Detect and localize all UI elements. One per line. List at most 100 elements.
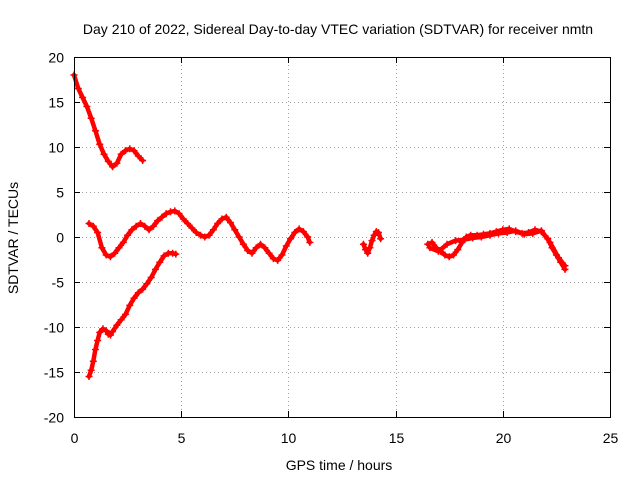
data-point bbox=[130, 147, 138, 155]
y-axis-label: SDTVAR / TECUs bbox=[5, 182, 21, 294]
data-point bbox=[282, 242, 290, 250]
data-point bbox=[454, 246, 462, 254]
data-point bbox=[79, 94, 87, 101]
data-point bbox=[520, 230, 528, 238]
series-line bbox=[427, 228, 568, 269]
data-point bbox=[460, 236, 468, 244]
data-point bbox=[370, 231, 378, 239]
data-point bbox=[156, 258, 164, 266]
data-point bbox=[441, 251, 449, 259]
data-point bbox=[306, 238, 314, 246]
series-track-3 bbox=[85, 249, 180, 380]
data-point bbox=[74, 85, 82, 92]
data-point bbox=[91, 346, 99, 353]
y-tick-label: -15 bbox=[44, 365, 64, 381]
data-point bbox=[139, 157, 147, 164]
data-point bbox=[235, 233, 243, 241]
chart-title: Day 210 of 2022, Sidereal Day-to-day VTE… bbox=[83, 21, 593, 37]
data-point bbox=[136, 220, 144, 227]
grid-lines bbox=[74, 57, 610, 417]
data-point bbox=[102, 327, 110, 335]
data-point bbox=[214, 220, 222, 227]
data-point bbox=[201, 233, 209, 241]
data-point bbox=[143, 280, 151, 288]
data-point bbox=[364, 249, 372, 257]
x-tick-label: 0 bbox=[71, 430, 79, 446]
data-point bbox=[134, 289, 142, 297]
data-point bbox=[424, 240, 432, 248]
data-point bbox=[374, 229, 382, 236]
data-point bbox=[151, 265, 159, 273]
y-tick-label: -20 bbox=[44, 410, 64, 426]
data-point bbox=[434, 247, 442, 255]
data-point bbox=[132, 222, 140, 230]
data-point bbox=[109, 328, 117, 335]
data-point bbox=[100, 150, 108, 158]
data-point bbox=[109, 163, 117, 171]
axis-ticks: 0 5 10 15 20 25 -20 -15 -10 -5 0 5 10 15 20 bbox=[44, 50, 619, 447]
data-point bbox=[503, 229, 511, 236]
data-point bbox=[196, 231, 204, 239]
y-tick-label: 20 bbox=[48, 50, 64, 66]
data-point bbox=[104, 157, 112, 165]
data-point bbox=[147, 274, 155, 281]
data-point bbox=[366, 244, 374, 252]
data-point bbox=[117, 316, 125, 324]
data-point bbox=[261, 244, 269, 252]
series-track-4 bbox=[359, 228, 385, 257]
data-point bbox=[205, 231, 213, 239]
data-point bbox=[426, 244, 434, 252]
x-tick-label: 5 bbox=[178, 430, 186, 446]
data-point bbox=[486, 231, 494, 239]
y-tick-label: -5 bbox=[52, 275, 65, 291]
data-point bbox=[139, 285, 147, 293]
data-point bbox=[121, 310, 129, 318]
data-point bbox=[172, 250, 180, 258]
data-point bbox=[512, 227, 520, 235]
data-point bbox=[537, 227, 545, 235]
data-point bbox=[443, 240, 451, 248]
data-point bbox=[106, 253, 114, 261]
data-point bbox=[299, 228, 307, 236]
data-point bbox=[179, 215, 187, 223]
data-point bbox=[218, 215, 226, 223]
data-point bbox=[85, 373, 93, 380]
data-point bbox=[244, 247, 252, 254]
data-point bbox=[158, 213, 166, 221]
x-axis-label: GPS time / hours bbox=[286, 457, 393, 473]
x-tick-label: 15 bbox=[389, 430, 405, 446]
data-marks bbox=[70, 71, 569, 380]
data-point bbox=[169, 249, 177, 257]
data-point bbox=[304, 233, 312, 241]
data-point bbox=[239, 240, 247, 248]
data-point bbox=[91, 127, 99, 135]
y-tick-label: -10 bbox=[44, 320, 64, 336]
series-track-2 bbox=[85, 207, 314, 264]
data-point bbox=[154, 217, 162, 225]
data-point bbox=[295, 225, 303, 233]
series-track-1 bbox=[70, 71, 147, 171]
data-point bbox=[377, 235, 385, 243]
data-point bbox=[128, 226, 136, 234]
x-tick-label: 25 bbox=[603, 430, 619, 446]
data-point bbox=[126, 301, 134, 309]
data-point bbox=[445, 253, 453, 261]
data-point bbox=[119, 238, 127, 246]
y-tick-label: 5 bbox=[56, 185, 64, 201]
data-point bbox=[111, 249, 119, 257]
data-point bbox=[117, 150, 125, 158]
data-point bbox=[368, 237, 376, 245]
y-tick-label: 0 bbox=[56, 230, 64, 246]
data-point bbox=[121, 147, 129, 155]
data-point bbox=[166, 208, 174, 216]
data-point bbox=[141, 222, 149, 230]
data-point bbox=[184, 220, 192, 227]
data-point bbox=[452, 237, 460, 245]
data-point bbox=[362, 246, 370, 254]
data-point bbox=[287, 235, 295, 243]
data-point bbox=[555, 254, 563, 262]
data-point bbox=[162, 210, 170, 218]
data-point bbox=[102, 251, 110, 259]
